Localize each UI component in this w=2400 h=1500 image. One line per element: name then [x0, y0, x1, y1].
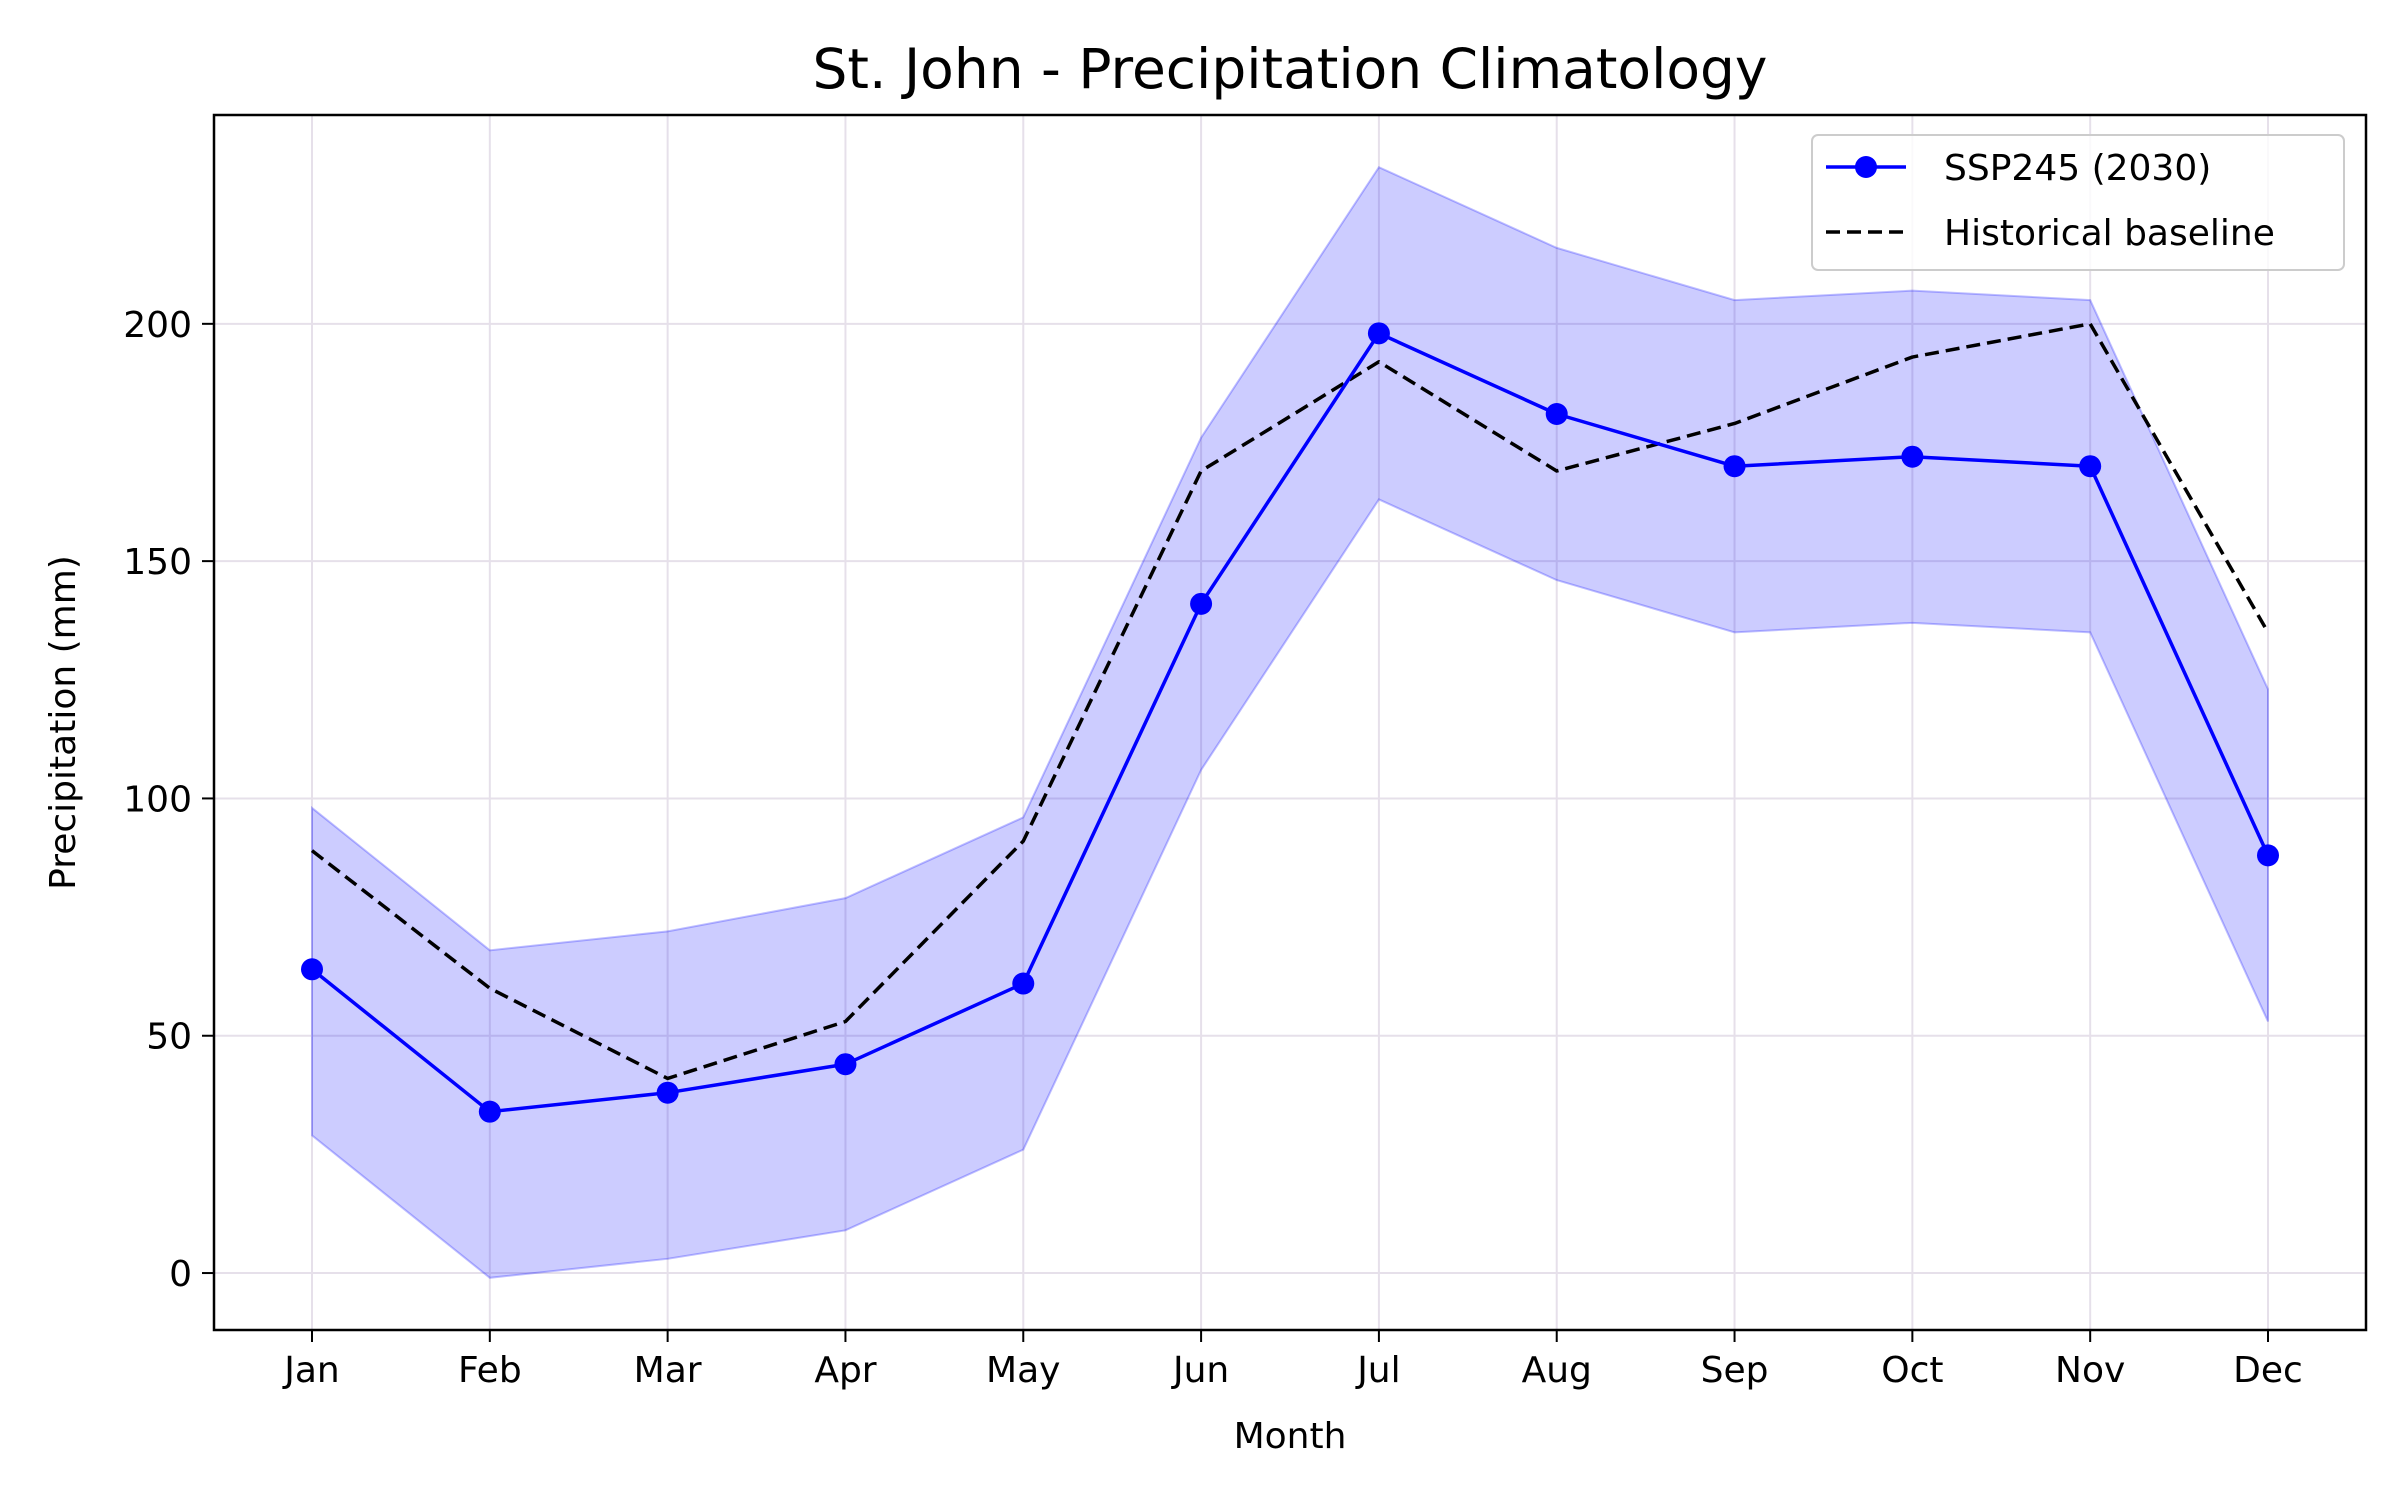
x-tick-label-mar: Mar [634, 1350, 702, 1391]
legend-marker-ssp245 [1855, 156, 1877, 178]
data-point-ssp245-jan [301, 958, 323, 981]
tick-layer: Jan Feb Mar Apr May Jun Jul Aug Sep Oct Nov Dec 0 50 1… [123, 305, 2303, 1391]
x-tick-label-nov: Nov [2055, 1350, 2125, 1391]
legend-label-historical: Historical baseline [1944, 213, 2275, 254]
grid-layer [214, 115, 2366, 1330]
data-point-ssp245-sep [1723, 455, 1746, 478]
x-tick-label-jul: Jul [1355, 1350, 1400, 1391]
y-tick-label-100: 100 [123, 779, 192, 820]
series-line-historical [310, 322, 2270, 1081]
uncertainty-band [311, 165, 2269, 1279]
uncertainty-band-layer [311, 165, 2269, 1279]
data-point-ssp245-oct [1901, 445, 1924, 468]
x-tick-label-jun: Jun [1171, 1350, 1229, 1391]
legend-label-ssp245: SSP245 (2030) [1944, 148, 2211, 189]
y-tick-label-0: 0 [169, 1254, 192, 1295]
data-point-ssp245-feb [478, 1100, 501, 1123]
x-tick-label-may: May [986, 1350, 1060, 1391]
x-tick-label-apr: Apr [814, 1350, 876, 1391]
y-tick-label-150: 150 [123, 542, 192, 583]
data-point-ssp245-jul [1367, 322, 1390, 345]
x-tick-label-aug: Aug [1522, 1350, 1592, 1391]
data-point-ssp245-dec [2257, 844, 2279, 867]
series-layer [301, 322, 2279, 1123]
legend: SSP245 (2030) Historical baseline [1811, 134, 2345, 271]
x-tick-label-sep: Sep [1701, 1350, 1769, 1391]
chart-title: St. John - Precipitation Climatology [813, 37, 1768, 101]
x-axis-title: Month [1234, 1416, 1347, 1457]
data-point-ssp245-mar [656, 1081, 679, 1104]
x-tick-label-feb: Feb [458, 1350, 522, 1391]
series-line-ssp245 [310, 331, 2270, 1114]
data-point-ssp245-may [1012, 972, 1035, 995]
plot-frame [212, 113, 2368, 1332]
y-tick-label-200: 200 [123, 305, 192, 346]
y-tick-label-50: 50 [146, 1017, 192, 1058]
data-point-ssp245-jun [1190, 592, 1213, 615]
data-point-ssp245-apr [834, 1053, 857, 1076]
data-point-ssp245-nov [2079, 455, 2102, 478]
data-point-ssp245-aug [1545, 403, 1568, 426]
x-tick-label-oct: Oct [1881, 1350, 1943, 1391]
x-tick-label-dec: Dec [2233, 1350, 2303, 1391]
y-axis-title: Precipitation (mm) [43, 555, 84, 890]
x-tick-label-jan: Jan [282, 1350, 340, 1391]
legend-box [1811, 134, 2345, 271]
